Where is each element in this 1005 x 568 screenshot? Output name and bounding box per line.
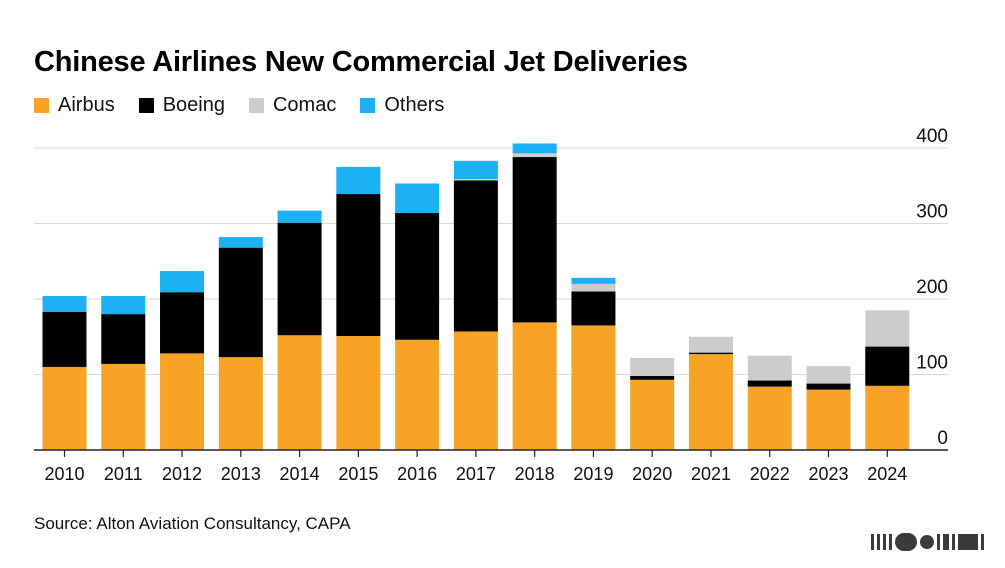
bar-others-2017 (453, 160, 498, 179)
x-tick-label: 2024 (867, 464, 907, 484)
bar-airbus-2011 (101, 363, 146, 450)
bar-airbus-2012 (160, 353, 205, 450)
x-tick-label: 2023 (808, 464, 848, 484)
bars (42, 143, 910, 450)
x-tick-labels: 2010 2011 2012 2013 2014 2015 2016 2017 2018 2019… (44, 450, 907, 484)
x-tick-label: 2015 (338, 464, 378, 484)
bar-airbus-2020 (630, 379, 675, 450)
legend-swatch-boeing (138, 97, 154, 113)
bar-airbus-2024 (865, 385, 910, 450)
bar-airbus-2021 (688, 354, 733, 450)
bar-airbus-2017 (453, 331, 498, 450)
bar-comac-2021 (688, 336, 733, 353)
x-tick-label: 2021 (691, 464, 731, 484)
y-tick-label: 200 (916, 277, 948, 298)
bar-boeing-2011 (101, 314, 146, 364)
x-tick-label: 2011 (104, 464, 143, 484)
bar-others-2013 (218, 237, 263, 248)
bar-others-2018 (512, 143, 557, 154)
bar-boeing-2010 (42, 311, 87, 367)
bar-boeing-2022 (747, 380, 792, 387)
bar-airbus-2022 (747, 386, 792, 450)
bar-boeing-2018 (512, 157, 557, 323)
bar-boeing-2014 (277, 222, 322, 336)
bar-others-2014 (277, 210, 322, 223)
x-tick-label: 2012 (162, 464, 202, 484)
y-tick-label: 100 (916, 353, 948, 374)
bar-airbus-2016 (395, 339, 440, 450)
legend-item-airbus: Airbus (34, 94, 115, 117)
bar-boeing-2015 (336, 194, 381, 336)
bar-comac-2022 (747, 355, 792, 381)
bar-boeing-2013 (218, 247, 263, 358)
y-tick-label: 400 (916, 126, 948, 147)
bar-others-2015 (336, 166, 381, 195)
y-tick-label: 0 (937, 428, 948, 449)
bar-airbus-2018 (512, 322, 557, 450)
bar-others-2010 (42, 295, 87, 312)
x-tick-label: 2016 (397, 464, 437, 484)
bar-boeing-2019 (571, 291, 616, 326)
bar-airbus-2010 (42, 366, 87, 450)
bar-airbus-2013 (218, 357, 263, 450)
x-tick-label: 2017 (456, 464, 496, 484)
x-tick-label: 2020 (632, 464, 672, 484)
legend-label-airbus: Airbus (58, 93, 115, 116)
legend-swatch-airbus (34, 97, 49, 113)
x-tick-label: 2018 (515, 464, 555, 484)
legend-item-others: Others (360, 94, 444, 117)
bar-comac-2017 (453, 178, 498, 181)
bar-others-2016 (395, 183, 440, 213)
bar-boeing-2024 (865, 346, 910, 386)
x-tick-label: 2022 (750, 464, 790, 484)
watermark-logo (871, 530, 987, 554)
bar-airbus-2019 (571, 325, 616, 450)
x-tick-label: 2010 (44, 464, 84, 484)
bar-boeing-2020 (630, 376, 675, 380)
x-tick-label: 2019 (573, 464, 613, 484)
bar-comac-2020 (630, 357, 675, 377)
bar-boeing-2017 (453, 180, 498, 332)
legend-label-others: Others (384, 93, 445, 116)
bar-airbus-2015 (336, 335, 381, 450)
x-tick-label: 2013 (221, 464, 261, 484)
bar-comac-2024 (865, 310, 910, 347)
legend-swatch-others (360, 97, 376, 113)
legend-label-boeing: Boeing (162, 93, 225, 116)
bar-others-2019 (571, 277, 616, 284)
bar-boeing-2021 (688, 352, 733, 355)
legend-item-boeing: Boeing (138, 93, 225, 117)
source-note: Source: Alton Aviation Consultancy, CAPA (34, 514, 351, 533)
bar-boeing-2012 (160, 292, 205, 354)
bar-comac-2018 (512, 153, 557, 158)
legend-label-comac: Comac (272, 93, 337, 116)
x-tick-label: 2014 (280, 464, 320, 484)
bar-comac-2023 (806, 366, 851, 384)
chart-title: Chinese Airlines New Commercial Jet Deli… (34, 46, 688, 78)
bar-boeing-2016 (395, 212, 440, 340)
bar-others-2011 (101, 295, 146, 315)
bar-others-2012 (160, 271, 205, 293)
bar-comac-2019 (571, 283, 616, 292)
legend-swatch-comac (248, 97, 264, 113)
bar-boeing-2023 (806, 383, 851, 390)
legend: Airbus Boeing Comac Others (34, 92, 468, 118)
bar-airbus-2023 (806, 389, 851, 450)
legend-item-comac: Comac (248, 93, 337, 117)
y-tick-labels: 0 100 200 300 400 (916, 126, 948, 449)
y-tick-label: 300 (916, 202, 948, 223)
bar-airbus-2014 (277, 335, 322, 450)
